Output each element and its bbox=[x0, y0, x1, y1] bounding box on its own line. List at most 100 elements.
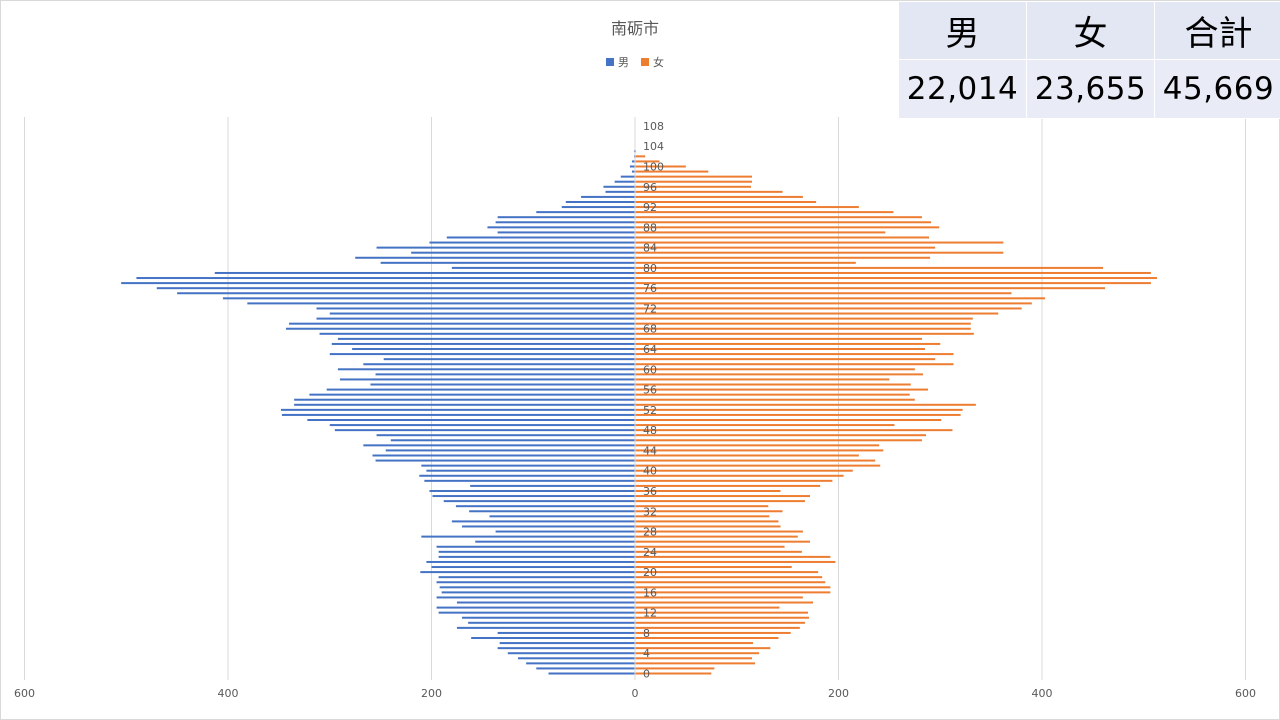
bar-female bbox=[635, 439, 922, 442]
bar-male bbox=[339, 378, 635, 381]
bar-female bbox=[635, 606, 780, 609]
bar-female bbox=[635, 393, 910, 396]
y-tick-label: 64 bbox=[643, 343, 657, 356]
bar-male bbox=[471, 637, 635, 640]
bar-male bbox=[372, 454, 635, 457]
bar-female bbox=[635, 581, 826, 584]
bar-female bbox=[635, 530, 803, 533]
bar-female bbox=[635, 155, 646, 158]
bar-female bbox=[635, 449, 884, 452]
bar-male bbox=[456, 626, 635, 629]
y-tick-label: 68 bbox=[643, 323, 657, 336]
bar-female bbox=[635, 667, 715, 670]
y-tick-label: 104 bbox=[643, 140, 664, 153]
bar-male bbox=[605, 190, 635, 193]
y-tick-label: 84 bbox=[643, 242, 657, 255]
bar-female bbox=[635, 631, 791, 634]
y-tick-label: 88 bbox=[643, 221, 657, 234]
bar-male bbox=[319, 332, 635, 335]
bar-female bbox=[635, 601, 814, 604]
bar-male bbox=[307, 419, 635, 421]
bar-male bbox=[436, 545, 635, 548]
bar-female bbox=[635, 419, 942, 421]
bar-female bbox=[635, 500, 805, 503]
y-tick-label: 8 bbox=[643, 627, 650, 640]
legend-item-female: 女 bbox=[641, 54, 664, 70]
bar-male bbox=[326, 388, 635, 391]
bar-male bbox=[355, 256, 635, 259]
bar-male bbox=[629, 165, 635, 168]
bar-male bbox=[222, 297, 635, 300]
bar-female bbox=[635, 165, 686, 168]
bar-male bbox=[329, 353, 635, 356]
bar-male bbox=[497, 231, 635, 234]
bar-female bbox=[635, 332, 974, 335]
bar-male bbox=[337, 337, 635, 340]
bar-male bbox=[294, 403, 635, 406]
bar-male bbox=[603, 185, 635, 188]
bar-female bbox=[635, 596, 803, 599]
bar-female bbox=[635, 378, 890, 381]
bar-female bbox=[635, 388, 929, 391]
bar-male bbox=[468, 621, 635, 624]
bar-female bbox=[635, 363, 954, 366]
bar-female bbox=[635, 312, 999, 315]
bar-male bbox=[421, 535, 635, 538]
bar-male bbox=[495, 530, 635, 533]
bar-male bbox=[380, 261, 635, 264]
x-tick-label: 400 bbox=[218, 687, 239, 700]
bar-female bbox=[635, 297, 1046, 300]
bar-female bbox=[635, 479, 833, 482]
bar-male bbox=[156, 287, 635, 290]
bar-female bbox=[635, 464, 881, 467]
bar-male bbox=[438, 611, 635, 614]
bar-male bbox=[497, 216, 635, 219]
bar-male bbox=[337, 368, 635, 371]
bar-female bbox=[635, 190, 783, 193]
bar-male bbox=[334, 429, 635, 432]
bar-male bbox=[329, 424, 635, 427]
y-tick-label: 72 bbox=[643, 302, 657, 315]
x-tick-label: 600 bbox=[14, 687, 35, 700]
summary-header-row: 男 女 合計 bbox=[898, 1, 1280, 60]
bar-male bbox=[316, 317, 635, 320]
bar-male bbox=[411, 251, 635, 254]
bar-female bbox=[635, 550, 802, 553]
bar-female bbox=[635, 403, 976, 406]
x-tick-label: 0 bbox=[632, 687, 639, 700]
bar-female bbox=[635, 535, 798, 538]
bar-male bbox=[376, 434, 635, 437]
chart-legend: 男 女 bbox=[0, 54, 1270, 70]
y-tick-label: 60 bbox=[643, 363, 657, 376]
bar-male bbox=[507, 652, 635, 655]
x-tick-label: 400 bbox=[1032, 687, 1053, 700]
bar-male bbox=[375, 373, 635, 376]
x-tick-label: 200 bbox=[421, 687, 442, 700]
bar-male bbox=[438, 555, 635, 558]
bar-female bbox=[635, 566, 792, 569]
bar-male bbox=[475, 540, 635, 543]
y-tick-label: 96 bbox=[643, 181, 657, 194]
bar-female bbox=[635, 206, 859, 209]
bar-female bbox=[635, 434, 927, 437]
bar-female bbox=[635, 368, 915, 371]
bar-female bbox=[635, 637, 779, 640]
bar-male bbox=[439, 586, 635, 589]
y-tick-label: 20 bbox=[643, 566, 657, 579]
bar-male bbox=[462, 525, 635, 528]
bar-female bbox=[635, 292, 1012, 295]
bar-female bbox=[635, 586, 831, 589]
bar-male bbox=[419, 474, 635, 477]
bar-female bbox=[635, 322, 971, 325]
bar-female bbox=[635, 515, 770, 518]
bar-female bbox=[635, 221, 932, 224]
y-tick-label: 44 bbox=[643, 444, 657, 457]
bar-female bbox=[635, 495, 811, 498]
bar-male bbox=[631, 170, 635, 173]
bar-female bbox=[635, 373, 923, 376]
bar-female bbox=[635, 287, 1106, 290]
bar-female bbox=[635, 200, 817, 203]
legend-swatch-female bbox=[641, 58, 649, 66]
bar-female bbox=[635, 576, 823, 579]
